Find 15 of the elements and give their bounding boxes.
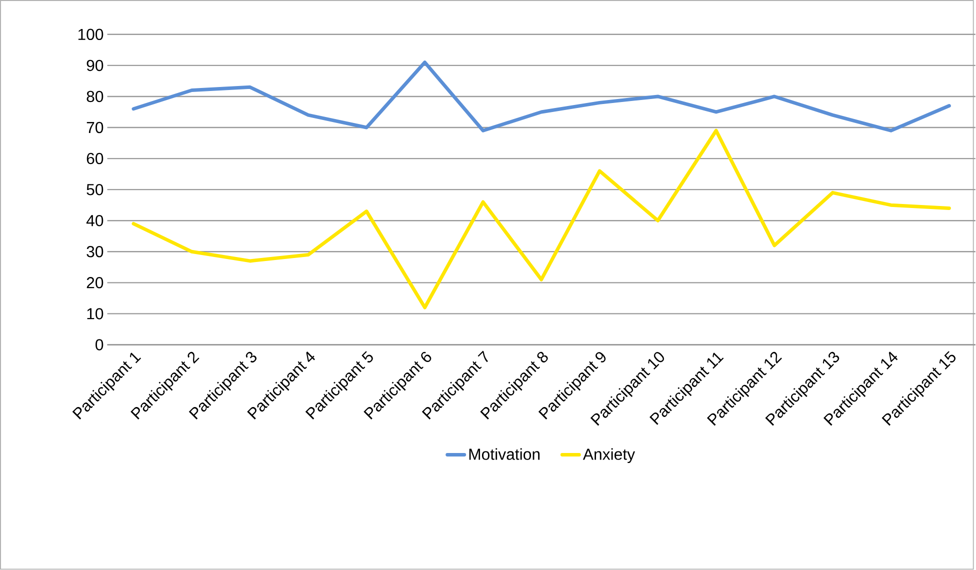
line-series (132, 60, 951, 132)
y-tick-label: 70 (86, 122, 104, 134)
y-tick-label: 90 (86, 60, 104, 72)
line-series (132, 128, 951, 310)
y-tick-label: 30 (86, 246, 104, 258)
y-tick-label: 0 (96, 339, 104, 350)
y-tick-label: 100 (78, 28, 104, 40)
legend-label: Anxiety (582, 448, 636, 464)
y-tick-label: 40 (86, 215, 104, 226)
y-tick-label: 50 (86, 184, 104, 196)
y-tick-label: 10 (87, 308, 104, 320)
legend-label: Motivation (469, 448, 540, 460)
y-tick-label: 80 (86, 90, 104, 102)
y-tick-label: 20 (86, 277, 104, 288)
y-tick-label: 60 (86, 153, 104, 164)
